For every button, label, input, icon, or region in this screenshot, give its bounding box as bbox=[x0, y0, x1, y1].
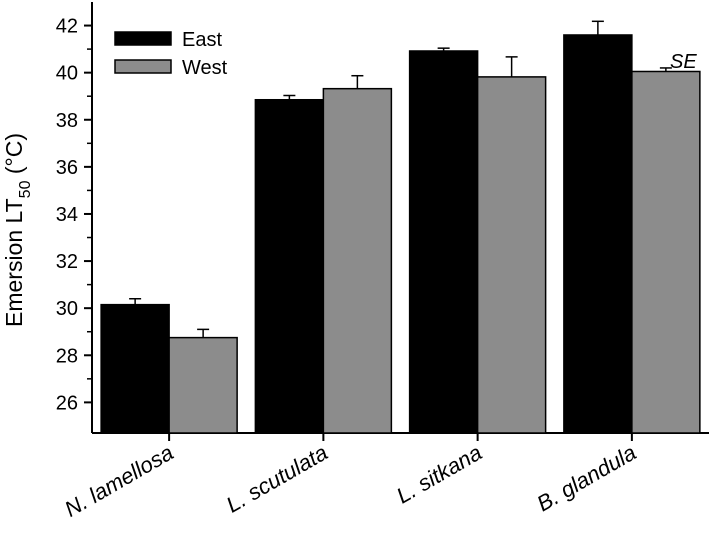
legend: East West bbox=[114, 29, 228, 79]
legend-label-west: West bbox=[182, 57, 228, 79]
bar-group bbox=[100, 34, 701, 434]
y-tick-label: 42 bbox=[56, 16, 78, 38]
y-tick-label: 32 bbox=[56, 251, 78, 273]
legend-swatch-west bbox=[114, 59, 172, 74]
se-annotation: SE bbox=[670, 51, 697, 73]
y-tick-label: 38 bbox=[56, 110, 78, 132]
error-bar-group bbox=[129, 20, 672, 338]
bar-east bbox=[254, 98, 325, 434]
x-category-label: B. glandula bbox=[533, 440, 641, 517]
y-tick-label: 28 bbox=[56, 345, 78, 367]
bar-west bbox=[631, 70, 701, 434]
y-tick-label: 40 bbox=[56, 63, 78, 85]
x-category-label: L. scutulata bbox=[222, 440, 332, 518]
y-tick-label: 36 bbox=[56, 157, 78, 179]
y-tick-label: 26 bbox=[56, 392, 78, 414]
y-tick-label: 34 bbox=[56, 204, 78, 226]
x-axis-ticks: N. lamellosa L. scutulata L. sitkana B. gla… bbox=[60, 433, 640, 522]
bar-east bbox=[408, 50, 479, 434]
y-axis-title-main: Emersion LT bbox=[1, 198, 27, 327]
legend-swatch-east bbox=[114, 31, 172, 46]
bar-east bbox=[100, 303, 170, 434]
y-axis-title: Emersion LT50 (°C) bbox=[1, 133, 34, 327]
x-category-label: N. lamellosa bbox=[60, 440, 177, 522]
y-axis-title-unit: (°C) bbox=[1, 133, 27, 181]
bar-west bbox=[322, 87, 393, 434]
bar-west bbox=[476, 76, 547, 434]
bar-west bbox=[168, 336, 238, 434]
y-axis-title-subscript: 50 bbox=[17, 180, 34, 198]
y-axis-ticks: 26 28 30 32 34 36 38 40 42 bbox=[56, 16, 92, 414]
legend-label-east: East bbox=[182, 29, 222, 51]
x-category-label: L. sitkana bbox=[392, 440, 486, 509]
bar-east bbox=[563, 34, 633, 434]
y-tick-label: 30 bbox=[56, 298, 78, 320]
